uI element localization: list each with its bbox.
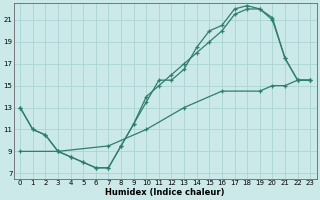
X-axis label: Humidex (Indice chaleur): Humidex (Indice chaleur) bbox=[106, 188, 225, 197]
